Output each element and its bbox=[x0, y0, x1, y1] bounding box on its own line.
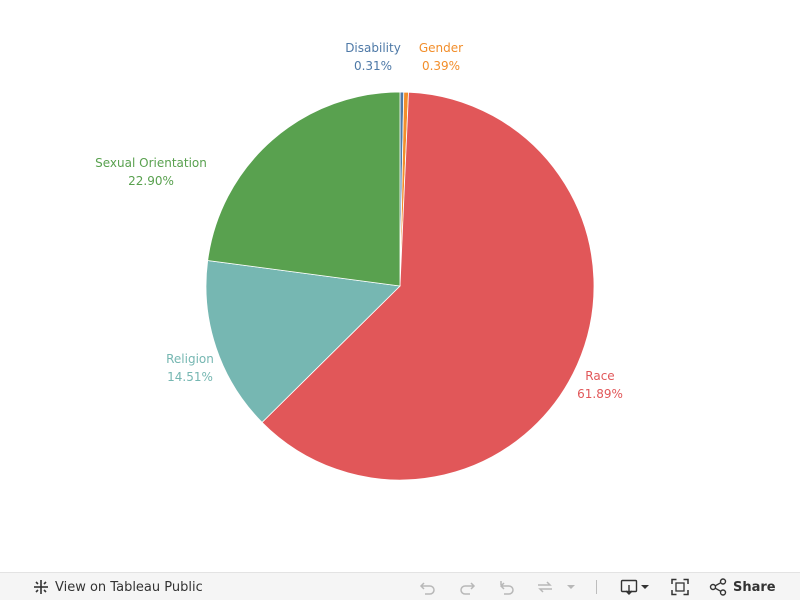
share-icon bbox=[709, 578, 727, 596]
slice-labels: Disability 0.31% Gender 0.39% Race 61.89… bbox=[95, 41, 623, 401]
chevron-down-icon[interactable] bbox=[566, 573, 576, 601]
slice-label-gender: Gender bbox=[419, 41, 463, 55]
pie-slice-religion[interactable] bbox=[205, 260, 401, 423]
revert-icon[interactable] bbox=[497, 573, 517, 601]
slice-label-sexual-orientation: Sexual Orientation bbox=[95, 156, 207, 170]
tableau-toolbar: View on Tableau Public bbox=[0, 572, 800, 600]
slice-value-religion: 14.51% bbox=[167, 370, 213, 384]
slice-value-gender: 0.39% bbox=[422, 59, 460, 73]
slice-value-race: 61.89% bbox=[577, 387, 623, 401]
redo-icon[interactable] bbox=[457, 573, 477, 601]
view-on-tableau-label: View on Tableau Public bbox=[55, 579, 203, 595]
pie-slice-sexual-orientation[interactable] bbox=[207, 91, 401, 287]
download-icon[interactable] bbox=[620, 573, 652, 601]
slice-label-disability: Disability bbox=[345, 41, 401, 55]
toolbar-divider bbox=[596, 580, 597, 594]
fullscreen-icon[interactable] bbox=[670, 573, 690, 601]
view-on-tableau-link[interactable]: View on Tableau Public bbox=[32, 573, 203, 601]
slice-label-race: Race bbox=[585, 369, 614, 383]
slice-value-disability: 0.31% bbox=[354, 59, 392, 73]
slice-value-sexual-orientation: 22.90% bbox=[128, 174, 174, 188]
undo-icon[interactable] bbox=[418, 573, 438, 601]
refresh-icon[interactable] bbox=[535, 573, 555, 601]
slice-label-religion: Religion bbox=[166, 352, 214, 366]
pie-chart: Disability 0.31% Gender 0.39% Race 61.89… bbox=[95, 41, 623, 481]
pie-slices bbox=[205, 91, 595, 481]
share-button[interactable]: Share bbox=[709, 573, 776, 601]
tableau-logo-icon bbox=[32, 578, 50, 596]
pie-slice-race[interactable] bbox=[261, 91, 595, 481]
share-label: Share bbox=[733, 579, 776, 595]
